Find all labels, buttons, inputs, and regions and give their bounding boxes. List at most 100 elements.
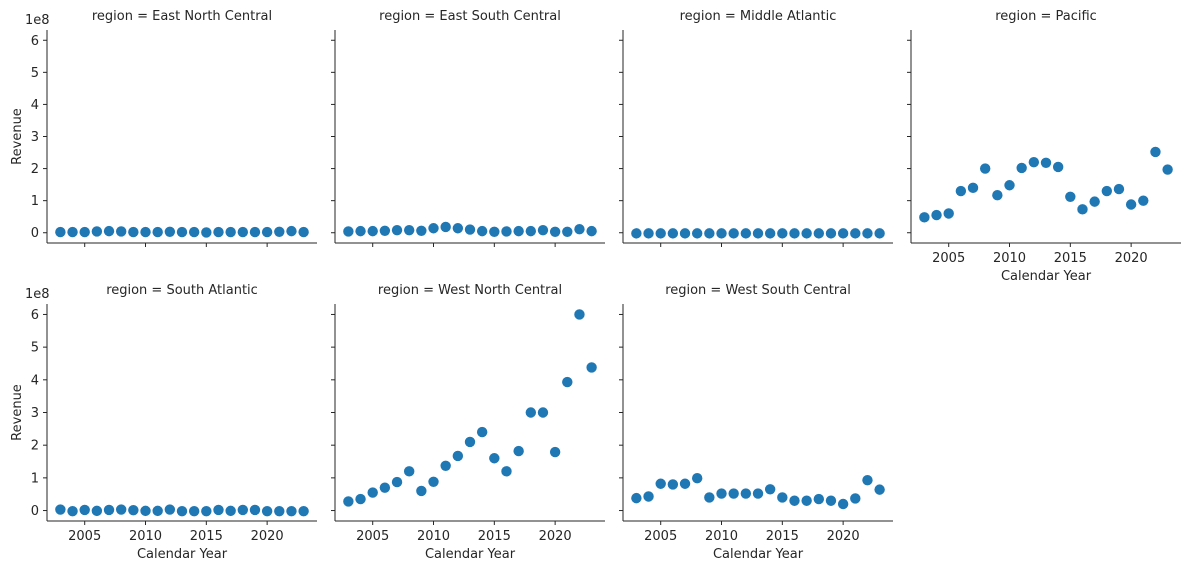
data-point bbox=[103, 225, 115, 237]
facet-panel: region = West North Central 2005 2010 2015 2… bbox=[331, 283, 605, 562]
data-point bbox=[452, 450, 464, 462]
y-offset-label: 1e8 bbox=[25, 287, 50, 302]
data-point bbox=[764, 484, 776, 495]
data-point bbox=[562, 376, 573, 388]
data-point bbox=[1040, 157, 1052, 169]
data-point bbox=[1016, 162, 1027, 174]
data-point bbox=[655, 478, 666, 489]
data-point bbox=[428, 476, 439, 487]
y-tick-label: 3 bbox=[31, 406, 39, 421]
data-point bbox=[298, 226, 309, 238]
data-point bbox=[213, 226, 224, 238]
data-point bbox=[1065, 191, 1076, 203]
data-point bbox=[586, 362, 597, 373]
data-point bbox=[140, 226, 151, 238]
x-tick-label: 2020 bbox=[827, 529, 860, 544]
data-point bbox=[249, 504, 261, 516]
data-point bbox=[850, 228, 861, 239]
data-point bbox=[813, 228, 825, 239]
data-point bbox=[91, 505, 103, 517]
data-point bbox=[549, 446, 561, 458]
facet-panels: region = East North Central 0 1 2 3 4 5 6 Revenu… bbox=[10, 9, 1181, 562]
data-point bbox=[188, 505, 200, 517]
data-point bbox=[1162, 164, 1173, 175]
data-point bbox=[201, 505, 212, 517]
data-point bbox=[416, 485, 427, 497]
data-point bbox=[955, 185, 967, 197]
data-point bbox=[525, 407, 537, 418]
data-point bbox=[152, 226, 163, 238]
data-point bbox=[298, 505, 309, 517]
y-tick-label: 3 bbox=[31, 130, 39, 145]
x-tick-label: 2015 bbox=[766, 529, 799, 544]
data-point bbox=[825, 495, 837, 506]
data-point bbox=[574, 309, 585, 320]
data-point bbox=[201, 227, 212, 238]
x-tick-label: 2020 bbox=[539, 529, 572, 544]
x-tick-label: 2005 bbox=[68, 529, 101, 544]
data-point bbox=[261, 505, 273, 517]
data-point bbox=[379, 482, 391, 493]
data-point bbox=[643, 228, 654, 239]
data-point bbox=[274, 505, 285, 517]
facet-panel: region = Middle Atlantic bbox=[619, 9, 893, 247]
data-point bbox=[537, 407, 549, 418]
data-point bbox=[825, 228, 837, 239]
data-point bbox=[501, 226, 512, 237]
data-point bbox=[274, 226, 285, 237]
x-axis-label: Calendar Year bbox=[137, 547, 228, 562]
data-point bbox=[213, 504, 224, 516]
x-axis-label: Calendar Year bbox=[713, 547, 804, 562]
facet-panel: region = South Atlantic 0 1 2 3 4 5 6 Revenue 1e8… bbox=[10, 283, 317, 562]
data-point bbox=[862, 474, 873, 486]
data-point bbox=[379, 225, 391, 237]
data-point bbox=[237, 226, 249, 238]
data-point bbox=[813, 493, 825, 505]
data-point bbox=[464, 436, 476, 448]
y-tick-label: 4 bbox=[31, 98, 39, 113]
data-point bbox=[874, 484, 885, 495]
y-tick-label: 6 bbox=[31, 34, 39, 49]
y-tick-label: 5 bbox=[31, 66, 39, 81]
data-point bbox=[801, 228, 812, 239]
data-point bbox=[188, 226, 200, 238]
data-point bbox=[667, 479, 679, 490]
data-point bbox=[403, 224, 415, 236]
data-point bbox=[752, 228, 764, 239]
data-point bbox=[237, 504, 249, 516]
data-point bbox=[691, 228, 703, 239]
data-point bbox=[1077, 204, 1088, 215]
y-tick-label: 2 bbox=[31, 439, 39, 454]
data-point bbox=[440, 460, 451, 471]
facet-panel: region = West South Central 2005 2010 2015 2… bbox=[619, 283, 893, 562]
facet-title: region = West North Central bbox=[378, 283, 562, 298]
data-point bbox=[355, 493, 366, 505]
data-point bbox=[716, 488, 727, 499]
x-tick-label: 2020 bbox=[1115, 251, 1148, 266]
facet-panel: region = Pacific 2005 2010 2015 2020 Calendar… bbox=[907, 9, 1181, 284]
data-point bbox=[549, 226, 561, 237]
data-point bbox=[1113, 183, 1125, 195]
data-point bbox=[679, 478, 691, 489]
data-point bbox=[428, 223, 439, 234]
data-point bbox=[501, 466, 512, 477]
data-point bbox=[874, 228, 885, 239]
facet-title: region = West South Central bbox=[665, 283, 851, 298]
data-point bbox=[862, 228, 873, 239]
data-point bbox=[655, 228, 666, 239]
data-point bbox=[740, 228, 752, 239]
data-point bbox=[704, 492, 715, 503]
data-point bbox=[992, 190, 1003, 201]
y-axis-label: Revenue bbox=[10, 384, 25, 441]
data-point bbox=[1101, 185, 1113, 197]
data-point bbox=[115, 504, 127, 515]
data-point bbox=[67, 226, 78, 238]
data-point bbox=[1125, 199, 1137, 210]
data-point bbox=[764, 228, 776, 239]
data-point bbox=[850, 493, 861, 504]
data-point bbox=[367, 487, 378, 498]
data-point bbox=[740, 488, 752, 499]
x-tick-label: 2015 bbox=[190, 529, 223, 544]
data-point bbox=[176, 226, 188, 238]
